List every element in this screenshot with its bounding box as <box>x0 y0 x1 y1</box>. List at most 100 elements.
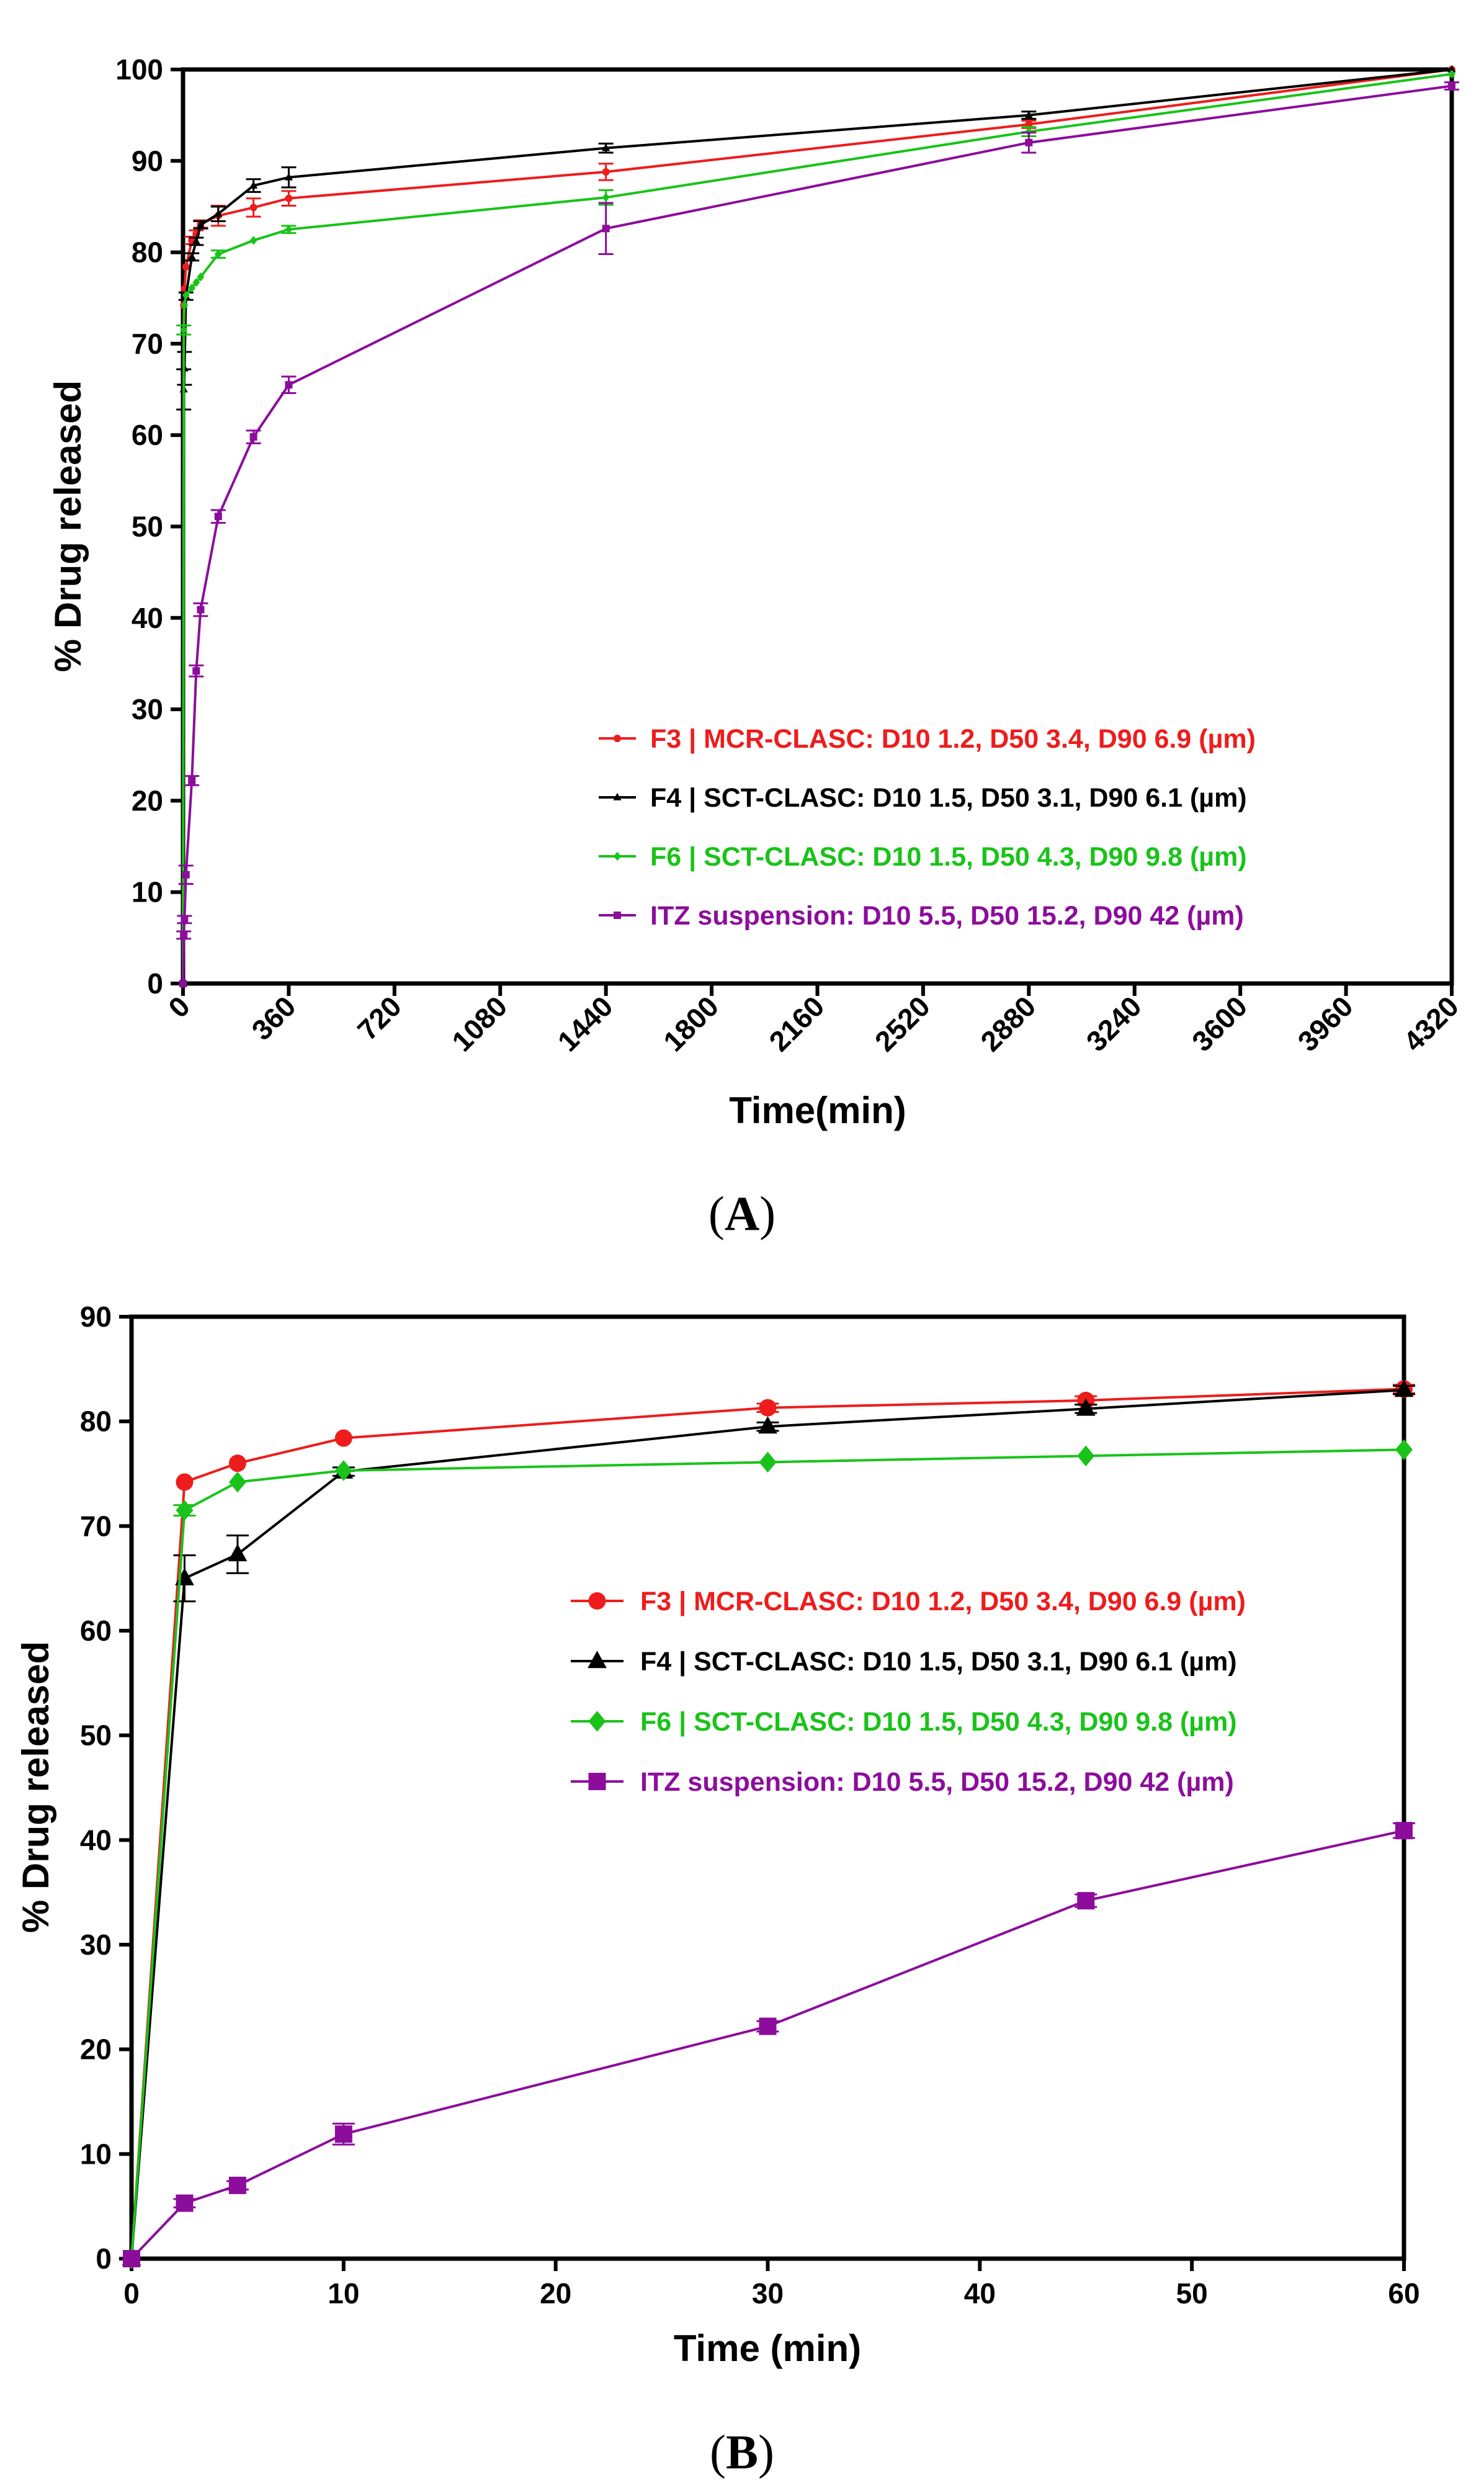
y-tick-label: 100 <box>115 53 163 86</box>
y-tick-label: 0 <box>96 2243 112 2275</box>
data-point <box>284 173 293 181</box>
data-point <box>1024 110 1033 119</box>
x-axis-title: Time(min) <box>729 1090 906 1131</box>
x-tick-label: 2880 <box>974 990 1042 1057</box>
data-point <box>602 143 610 151</box>
data-point <box>228 1454 246 1472</box>
series-diamond <box>123 1439 1413 2269</box>
series-line <box>130 1829 1405 2260</box>
data-point <box>249 236 257 245</box>
data-point <box>179 980 187 987</box>
x-axis-title: Time (min) <box>674 2328 861 2369</box>
data-point <box>285 381 293 389</box>
x-tick-label: 20 <box>540 2277 571 2310</box>
data-point <box>182 290 190 300</box>
data-point <box>228 1544 248 1562</box>
data-point <box>334 1429 352 1447</box>
data-point <box>1447 65 1456 73</box>
data-point <box>197 272 205 282</box>
y-tick-label: 40 <box>80 1824 112 1856</box>
data-point <box>1448 69 1455 79</box>
x-tick-label: 1440 <box>552 990 619 1057</box>
series-line <box>130 1387 1405 2259</box>
chart-a: 0 10 20 30 40 50 60 70 80 90 100 0 360 720 1080 1440 180… <box>47 53 1465 1240</box>
legend-marker <box>588 1773 606 1790</box>
y-tick-label: 60 <box>80 1615 112 1647</box>
data-point <box>285 225 293 234</box>
data-point <box>228 2176 246 2194</box>
x-tick-label: 60 <box>1388 2277 1419 2310</box>
y-tick-label: 10 <box>80 2138 112 2170</box>
series-square <box>123 1822 1415 2267</box>
x-tick-label: 50 <box>1176 2277 1208 2310</box>
data-point <box>181 915 189 923</box>
y-tick-label: 90 <box>132 145 163 177</box>
y-tick-label: 20 <box>132 784 163 817</box>
x-tick-label: 1080 <box>445 990 513 1057</box>
x-tick-label: 10 <box>328 2277 359 2310</box>
data-point <box>181 300 189 310</box>
data-point <box>188 283 196 293</box>
legend-marker <box>588 1711 606 1732</box>
data-point <box>214 513 222 521</box>
data-point <box>334 1460 352 1481</box>
legend-entry: ITZ suspension: D10 5.5, D50 15.2, D90 4… <box>640 1767 1234 1797</box>
x-tick-label: 30 <box>752 2277 784 2310</box>
y-tick-label: 70 <box>132 328 163 360</box>
data-point <box>1395 1822 1413 1840</box>
y-tick-label: 50 <box>80 1719 112 1752</box>
legend-entry: F3 | MCR-CLASC: D10 1.2, D50 3.4, D90 6.… <box>640 1587 1246 1616</box>
y-tick-label: 70 <box>80 1510 112 1542</box>
data-point <box>180 931 188 939</box>
data-point <box>192 667 200 675</box>
data-point <box>176 2194 194 2212</box>
data-point <box>249 181 258 189</box>
x-tick-label: 0 <box>123 2277 140 2310</box>
y-tick-label: 40 <box>132 602 163 634</box>
data-point <box>285 194 293 202</box>
series-line <box>130 1448 1405 2259</box>
legend-entry: F6 | SCT-CLASC: D10 1.5, D50 4.3, D90 9.… <box>640 1707 1237 1737</box>
x-tick-label: 3960 <box>1292 990 1359 1057</box>
data-point <box>602 225 610 233</box>
data-point <box>123 2250 140 2267</box>
legend-entry: F3 | MCR-CLASC: D10 1.2, D50 3.4, D90 6.… <box>650 724 1256 754</box>
legend-marker <box>588 1651 607 1669</box>
data-point <box>228 1471 246 1493</box>
y-tick-label: 90 <box>80 1301 112 1333</box>
y-tick-label: 80 <box>80 1405 112 1438</box>
data-point <box>249 433 257 441</box>
legend-entry: F4 | SCT-CLASC: D10 1.5, D50 3.1, D90 6.… <box>650 783 1247 813</box>
series-triangle <box>122 1379 1415 2266</box>
data-point <box>182 871 190 879</box>
y-tick-label: 60 <box>132 419 163 451</box>
data-point <box>180 325 188 335</box>
legend-entry: F6 | SCT-CLASC: D10 1.5, D50 4.3, D90 9.… <box>650 842 1247 872</box>
y-tick-label: 80 <box>132 236 163 269</box>
data-point <box>214 209 223 217</box>
data-point <box>759 1451 777 1473</box>
legend: F3 | MCR-CLASC: D10 1.2, D50 3.4, D90 6.… <box>599 724 1256 931</box>
y-tick-label: 30 <box>132 693 163 725</box>
legend-entry: F4 | SCT-CLASC: D10 1.5, D50 3.1, D90 6.… <box>640 1647 1237 1677</box>
data-point <box>759 1399 777 1417</box>
data-point <box>758 1416 777 1434</box>
data-point <box>192 236 200 244</box>
x-tick-label: 2520 <box>869 990 936 1057</box>
data-point <box>197 606 205 614</box>
y-axis-title: % Drug released <box>15 1641 56 1933</box>
panel-label: (A) <box>708 1186 776 1240</box>
data-point <box>1395 1439 1413 1461</box>
data-point <box>602 193 610 202</box>
legend-entry: ITZ suspension: D10 5.5, D50 15.2, D90 4… <box>650 901 1244 931</box>
data-point <box>334 2125 352 2143</box>
data-point <box>214 249 222 259</box>
data-point <box>759 2017 777 2035</box>
x-tick-label: 40 <box>964 2277 996 2310</box>
legend-marker <box>588 1592 606 1610</box>
y-tick-label: 0 <box>147 967 163 1000</box>
data-point <box>188 776 196 784</box>
chart-b: 0 10 20 30 40 50 60 70 80 90 0 10 20 30 40 50 60 Time (mi… <box>15 1301 1420 2479</box>
data-point <box>176 1473 194 1491</box>
